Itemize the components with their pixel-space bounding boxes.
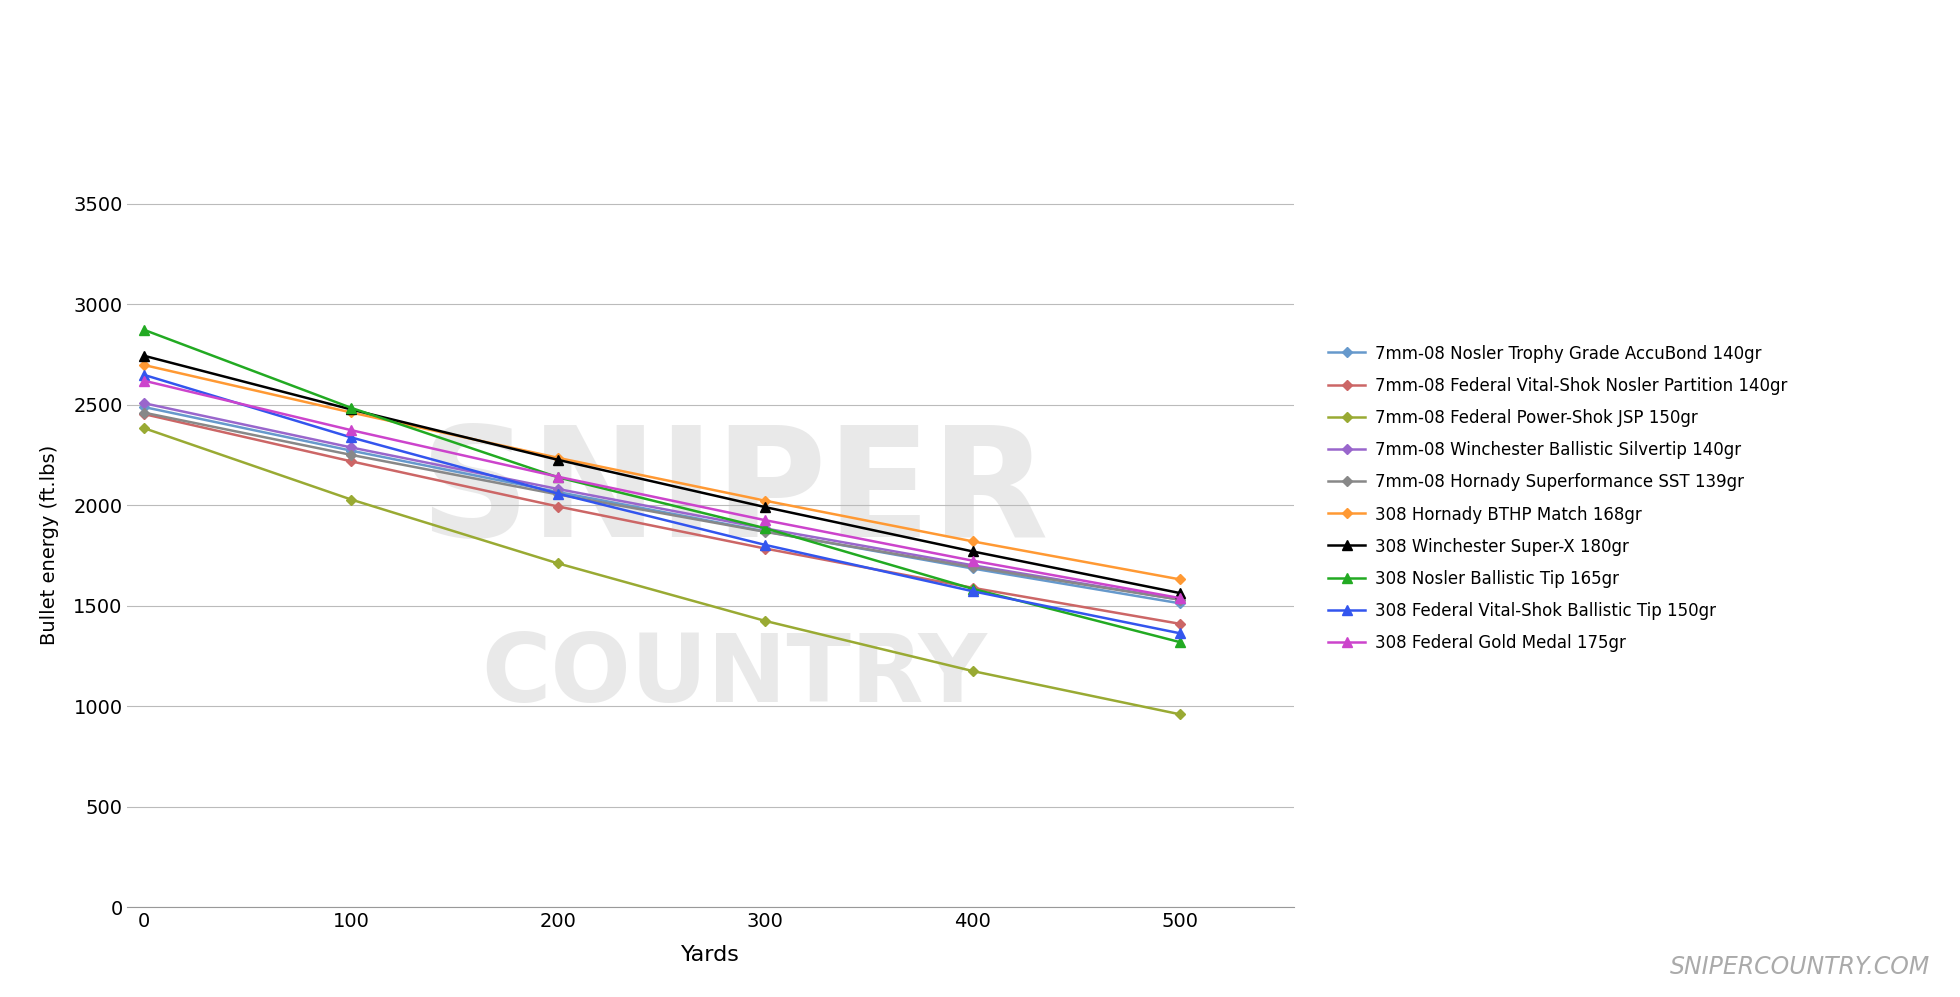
Y-axis label: Bullet energy (ft.lbs): Bullet energy (ft.lbs) (41, 446, 59, 645)
Text: SNIPER: SNIPER (419, 420, 1049, 569)
Text: COUNTRY: COUNTRY (480, 630, 986, 722)
X-axis label: Yards: Yards (680, 945, 741, 965)
Text: SNIPERCOUNTRY.COM: SNIPERCOUNTRY.COM (1670, 955, 1931, 979)
Text: KINETIC ENERGY: KINETIC ENERGY (580, 42, 1380, 125)
Legend: 7mm-08 Nosler Trophy Grade AccuBond 140gr, 7mm-08 Federal Vital-Shok Nosler Part: 7mm-08 Nosler Trophy Grade AccuBond 140g… (1321, 338, 1793, 659)
